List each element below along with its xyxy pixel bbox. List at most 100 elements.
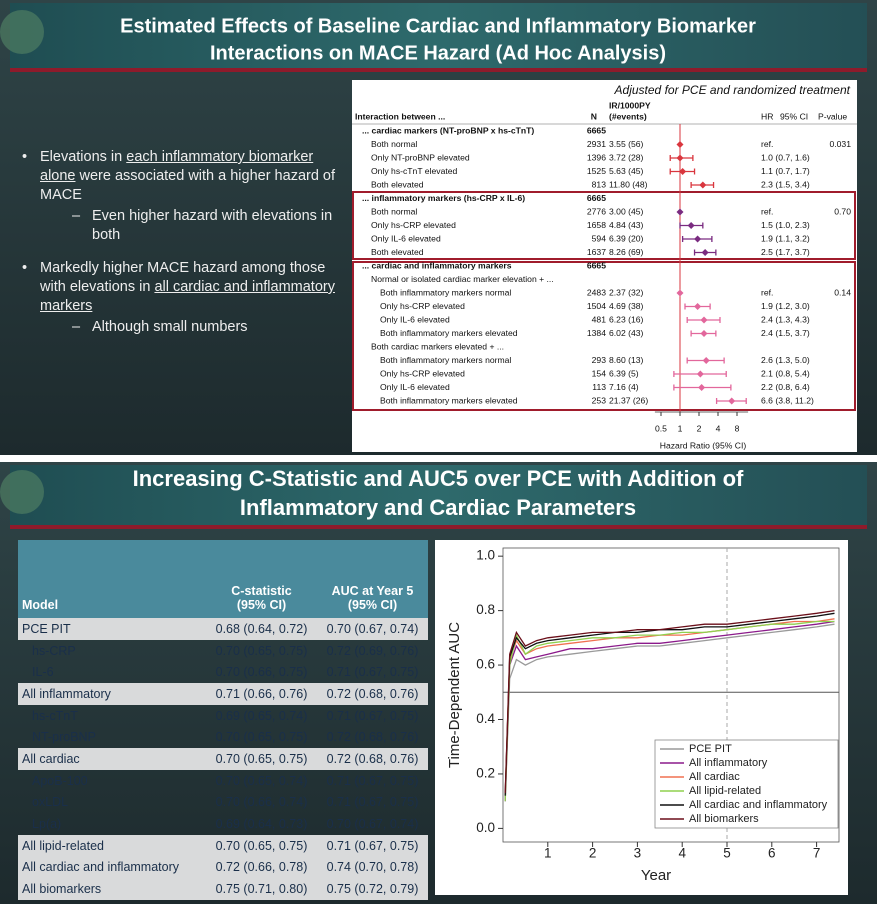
forest-subtitle: Adjusted for PCE and randomized treatmen…: [614, 83, 851, 97]
hr-marker: [701, 249, 709, 256]
x-tick-label: 6: [768, 846, 776, 861]
cstat-cell: 0.70 (0.65, 0.75): [206, 834, 317, 857]
legend-label: All biomarkers: [689, 813, 759, 825]
sub-bullet: Although small numbers: [40, 318, 342, 337]
x-tick-label: 2: [697, 423, 702, 433]
model-cell: All biomarkers: [18, 878, 206, 900]
row-n: 2483: [587, 287, 606, 297]
row-ir: 2.37 (32): [609, 287, 644, 297]
row-p: 0.70: [834, 206, 851, 216]
hr-marker: [694, 303, 702, 310]
column-header: P-value: [818, 111, 847, 121]
row-ir: 11.80 (48): [609, 179, 648, 189]
series-line: [504, 612, 835, 796]
row-hr: ref.: [761, 206, 773, 216]
hr-marker: [676, 208, 684, 216]
x-tick-label: 7: [813, 846, 821, 861]
table-row: PCE PIT 0.68 (0.64, 0.72) 0.70 (0.67, 0.74…: [18, 618, 428, 640]
row-hr: 1.9 (1.1, 3.2): [761, 233, 810, 243]
x-tick-label: 2: [589, 846, 597, 861]
x-tick-label: 3: [634, 846, 642, 861]
y-axis-label: Time-Dependent AUC: [446, 622, 463, 768]
row-label: Both elevated: [371, 179, 424, 189]
row-p: 0.031: [829, 139, 851, 149]
highlight-box: [352, 261, 856, 411]
row-ir: 21.37 (26): [609, 395, 648, 405]
bullet-text: Elevations in: [40, 149, 127, 165]
series-line: [504, 609, 835, 794]
x-axis-label: Year: [641, 867, 671, 884]
auc-cell: 0.75 (0.72, 0.79): [317, 878, 428, 900]
x-tick-label: 1: [678, 423, 683, 433]
y-tick-label: 1.0: [476, 548, 495, 563]
row-n: 1396: [587, 152, 606, 162]
cstat-cell: 0.68 (0.64, 0.72): [206, 618, 317, 640]
row-hr: 6.6 (3.8, 11.2): [761, 395, 814, 405]
slide-title: Estimated Effects of Baseline Cardiac an…: [120, 15, 756, 37]
legend-label: PCE PIT: [689, 743, 732, 755]
column-header: HR: [761, 111, 773, 121]
highlight-box: [352, 191, 856, 260]
row-ir: 4.69 (38): [609, 301, 644, 311]
auc-cell: 0.72 (0.69, 0.76): [326, 643, 419, 658]
row-hr: 1.9 (1.2, 3.0): [761, 301, 810, 311]
model-cell: oxLDL: [32, 795, 69, 810]
hr-marker: [698, 384, 706, 391]
row-ir: 4.84 (43): [609, 220, 644, 230]
header-line: C-statistic: [231, 584, 292, 598]
row-ir: 6.02 (43): [609, 328, 644, 338]
model-cell: All cardiac: [18, 748, 206, 770]
row-label: Only NT-proBNP elevated: [371, 152, 470, 162]
legend-label: All cardiac and inflammatory: [689, 799, 828, 811]
hr-marker: [700, 330, 708, 337]
auc-cell: 0.70 (0.67, 0.74): [326, 817, 419, 832]
row-label: Only IL-6 elevated: [380, 382, 450, 392]
table-row: oxLDL 0.70 (0.66, 0.74) 0.71 (0.67, 0.75): [18, 792, 428, 814]
hr-marker: [679, 168, 687, 175]
row-n: 1637: [587, 247, 606, 257]
row-n: 813: [592, 179, 607, 189]
auc-cell: 0.71 (0.67, 0.75): [326, 665, 419, 680]
row-label: Only hs-CRP elevated: [380, 368, 465, 378]
table-header: Model C-statistic (95% CI) AUC at Year 5 (95…: [18, 540, 428, 618]
header-cell: AUC at Year 5 (95% CI): [317, 540, 428, 618]
model-cell: All lipid-related: [18, 834, 206, 857]
row-n: 1525: [587, 166, 606, 176]
y-tick-label: 0.2: [476, 766, 495, 781]
hr-marker: [687, 222, 695, 229]
header-line: (95% CI): [236, 598, 287, 612]
row-n: 253: [592, 395, 607, 405]
table-row: hs-cTnT 0.69 (0.65, 0.74) 0.71 (0.67, 0.75…: [18, 705, 428, 727]
row-n: 481: [592, 314, 607, 324]
bullet: Markedly higher MACE hazard among those …: [20, 259, 342, 337]
auc-cell: 0.74 (0.70, 0.78): [317, 856, 428, 879]
table-row: NT-proBNP 0.70 (0.65, 0.75) 0.72 (0.68, 0.…: [18, 726, 428, 748]
model-cell: PCE PIT: [18, 618, 206, 640]
row-label: Both cardiac markers elevated + ...: [371, 341, 504, 351]
bullet: Elevations in each inflammatory biomarke…: [20, 148, 342, 245]
auc-cell: 0.71 (0.67, 0.75): [317, 834, 428, 857]
legend-label: All lipid-related: [689, 785, 761, 797]
row-n: 1504: [587, 301, 606, 311]
row-ir: 6.39 (5): [609, 368, 639, 378]
x-tick-label: 4: [716, 423, 721, 433]
slide-title: Inflammatory and Cardiac Parameters: [240, 495, 636, 520]
cstat-cell: 0.70 (0.65, 0.74): [215, 773, 308, 788]
hr-marker: [696, 370, 704, 378]
hr-marker: [728, 397, 736, 405]
series-line: [504, 623, 835, 802]
model-cell: All inflammatory: [18, 683, 206, 705]
row-label: Both inflammatory markers elevated: [380, 328, 518, 338]
virus-icon: [0, 10, 44, 54]
row-label: Only hs-CRP elevated: [371, 220, 456, 230]
header-line: (95% CI): [347, 598, 398, 612]
hr-marker: [702, 357, 710, 364]
row-label: Both inflammatory markers normal: [380, 287, 511, 297]
slide1-title-band: [10, 3, 867, 70]
row-n: 154: [592, 368, 607, 378]
column-header: 95% CI: [780, 111, 808, 121]
auc-panel: [435, 540, 848, 895]
table-row: ApoB-100 0.70 (0.65, 0.74) 0.71 (0.67, 0.7…: [18, 770, 428, 792]
row-ir: 6.39 (20): [609, 233, 644, 243]
